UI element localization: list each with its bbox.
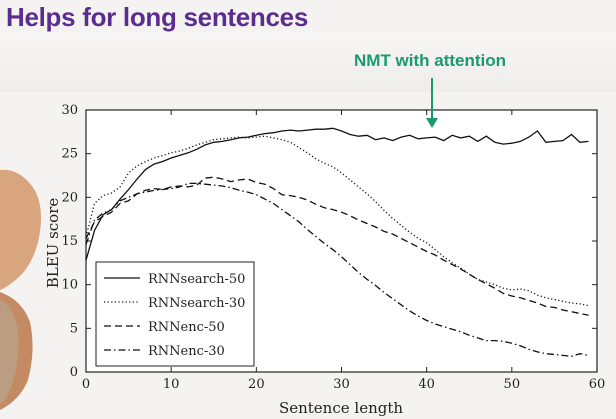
legend-box [95, 261, 255, 367]
y-tick-label: 5 [70, 321, 78, 336]
y-tick-label: 15 [61, 234, 78, 249]
background-band [0, 32, 616, 92]
legend: RNNsearch-50 RNNsearch-30 RNNenc-50 RNNenc-… [95, 261, 255, 367]
legend-label: RNNsearch-50 [148, 272, 245, 287]
page-title: Helps for long sentences [6, 2, 308, 32]
y-axis-label: BLEU score [44, 198, 62, 289]
series-line-rnnsearch-50 [85, 127, 589, 261]
y-tick-label: 10 [61, 278, 78, 293]
presenter-shirt [0, 300, 19, 404]
x-tick-label: 0 [82, 377, 90, 392]
series-line-rnnsearch-30 [85, 135, 589, 307]
x-tick-label: 50 [504, 377, 521, 392]
legend-label: RNNenc-30 [148, 344, 225, 359]
callout-arrow-head [426, 118, 438, 128]
legend-label: RNNsearch-30 [148, 296, 245, 311]
legend-label: RNNenc-50 [148, 320, 225, 335]
x-tick-label: 20 [248, 377, 265, 392]
x-tick-label: 10 [163, 377, 180, 392]
callout-label: NMT with attention [354, 51, 506, 70]
y-tick-label: 30 [61, 103, 78, 118]
x-tick-label: 60 [589, 377, 606, 392]
y-tick-label: 20 [61, 190, 78, 205]
y-tick-label: 0 [70, 365, 78, 380]
series-lines [85, 127, 589, 357]
x-tick-label: 30 [333, 377, 350, 392]
callout: NMT with attention [354, 51, 506, 128]
series-line-rnnenc-50 [85, 176, 589, 316]
y-tick-label: 25 [61, 147, 78, 162]
x-tick-label: 40 [418, 377, 435, 392]
x-axis-label: Sentence length [279, 399, 403, 417]
presenter-body [0, 169, 41, 290]
